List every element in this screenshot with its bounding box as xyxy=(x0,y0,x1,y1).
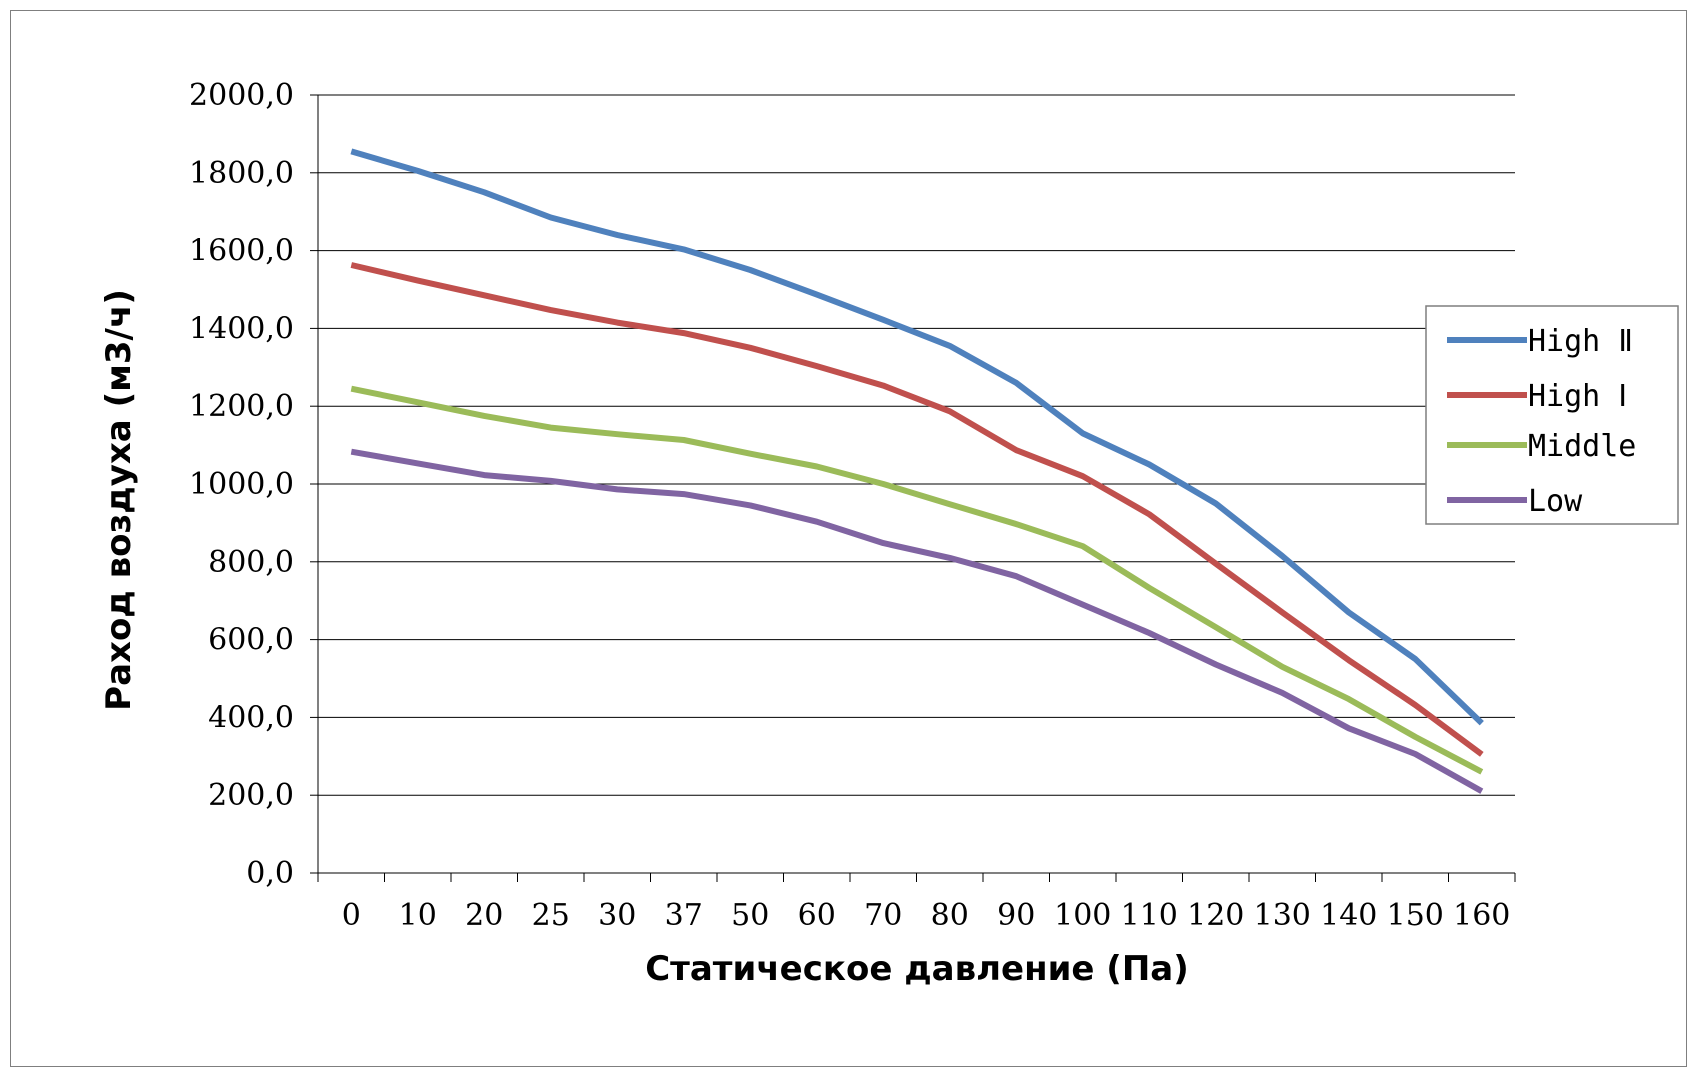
x-tick-label: 0 xyxy=(342,898,361,933)
y-tick-label: 1200,0 xyxy=(189,389,294,424)
legend: High Ⅱ High Ⅰ Middle Low xyxy=(1425,305,1679,525)
y-tick-label: 600,0 xyxy=(208,623,294,658)
x-tick-label: 90 xyxy=(997,898,1035,933)
x-tick-label: 60 xyxy=(798,898,836,933)
x-tick-label: 160 xyxy=(1453,898,1510,933)
y-tick-label: 1000,0 xyxy=(189,467,294,502)
x-tick-label: 37 xyxy=(665,898,703,933)
y-tick-label: 200,0 xyxy=(208,778,294,813)
series-line xyxy=(350,148,1484,726)
x-tick-label: 140 xyxy=(1320,898,1377,933)
y-tick-label: 1800,0 xyxy=(189,156,294,191)
x-tick-label: 110 xyxy=(1121,898,1178,933)
chart-frame xyxy=(10,10,1687,1067)
x-tick-label: 50 xyxy=(731,898,769,933)
y-axis-title: Раход воздуха (м3/ч) xyxy=(99,289,139,711)
axes xyxy=(310,94,1516,882)
y-tick-label: 2000,0 xyxy=(189,78,294,113)
y-tick-label: 800,0 xyxy=(208,545,294,580)
x-tick-label: 20 xyxy=(465,898,503,933)
x-tick-label: 150 xyxy=(1387,898,1444,933)
legend-label: High Ⅱ xyxy=(1528,324,1633,359)
legend-label: Middle xyxy=(1528,429,1636,464)
series-line xyxy=(350,448,1484,794)
legend-label: High Ⅰ xyxy=(1528,379,1627,414)
series-line xyxy=(350,385,1484,775)
x-tick-label: 80 xyxy=(931,898,969,933)
series-lines xyxy=(350,148,1484,794)
x-tick-labels: 0 10 20 25 30 37 50 60 70 80 90 100 110 120 130 140 150 1… xyxy=(342,898,1511,933)
y-tick-label: 1600,0 xyxy=(189,234,294,269)
legend-label: Low xyxy=(1528,484,1583,519)
x-tick-label: 25 xyxy=(532,898,570,933)
y-tick-labels: 0,0 200,0 400,0 600,0 800,0 1000,0 1200,0 1400,… xyxy=(189,78,294,891)
x-axis-title: Статическое давление (Па) xyxy=(645,949,1189,989)
x-tick-label: 130 xyxy=(1254,898,1311,933)
x-tick-label: 10 xyxy=(399,898,437,933)
x-tick-label: 100 xyxy=(1054,898,1111,933)
y-tick-label: 400,0 xyxy=(208,700,294,735)
y-tick-label: 1400,0 xyxy=(189,311,294,346)
gridlines xyxy=(318,94,1515,796)
x-tick-label: 30 xyxy=(598,898,636,933)
y-tick-label: 0,0 xyxy=(246,856,294,891)
series-line xyxy=(350,262,1484,757)
x-tick-label: 70 xyxy=(864,898,902,933)
x-tick-label: 120 xyxy=(1187,898,1244,933)
